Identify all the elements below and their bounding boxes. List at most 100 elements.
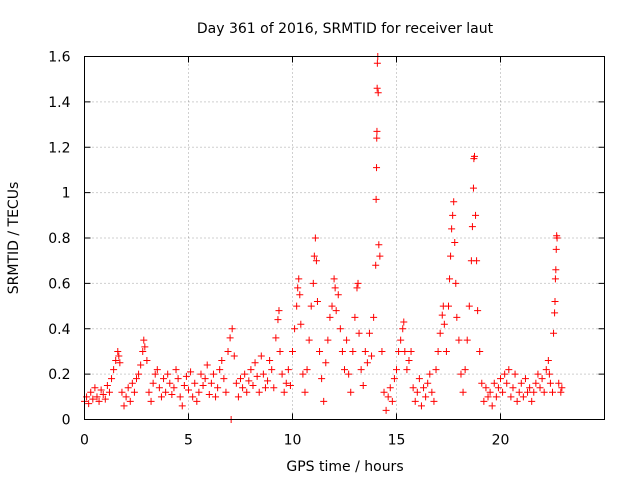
data-point (450, 198, 458, 206)
data-point (403, 366, 411, 374)
data-point (455, 336, 463, 344)
data-point (501, 370, 509, 378)
data-point (384, 393, 392, 401)
data-point (373, 127, 381, 135)
data-point (555, 379, 563, 387)
data-point (205, 391, 213, 399)
data-point (212, 393, 220, 401)
y-tick-label: 0.4 (48, 322, 70, 338)
data-point (135, 370, 143, 378)
data-point (482, 384, 490, 392)
data-point (226, 334, 234, 342)
data-point (471, 152, 478, 160)
data-point (370, 313, 378, 321)
data-point (180, 381, 188, 389)
data-point (139, 347, 147, 355)
data-point (336, 325, 344, 333)
data-point (197, 370, 205, 378)
data-point (115, 352, 123, 360)
data-point (259, 370, 267, 378)
data-point (310, 252, 318, 260)
data-point (114, 347, 122, 355)
data-point (463, 336, 471, 344)
data-point (270, 384, 278, 392)
data-point (157, 393, 165, 401)
data-point (459, 388, 467, 396)
data-point (453, 313, 461, 321)
data-point (201, 375, 209, 383)
data-point (185, 386, 192, 394)
data-point (303, 366, 311, 374)
data-point (415, 375, 423, 383)
data-point (160, 375, 168, 383)
data-point (545, 370, 553, 378)
y-tick-label: 0.8 (48, 231, 70, 247)
data-point (143, 357, 151, 365)
data-point (301, 388, 309, 396)
data-point (324, 336, 332, 344)
data-point (426, 370, 434, 378)
data-point (375, 241, 383, 249)
data-point (155, 384, 163, 392)
data-point (405, 357, 413, 365)
data-point (373, 59, 381, 67)
data-point (393, 366, 400, 374)
y-tick-label: 0.2 (48, 367, 70, 383)
data-point (299, 370, 307, 378)
data-point (490, 379, 498, 387)
data-point (133, 375, 140, 383)
data-point (461, 366, 469, 374)
data-point (249, 381, 257, 389)
data-point (316, 347, 324, 355)
data-point (214, 384, 222, 392)
data-point (247, 366, 255, 374)
data-point (355, 329, 363, 337)
data-point (411, 397, 419, 405)
data-point (338, 347, 346, 355)
data-point (549, 388, 556, 396)
data-point (550, 329, 558, 337)
x-tick-labels: 0 5 10 15 20 (80, 433, 509, 449)
data-point (141, 343, 149, 351)
data-point (95, 397, 103, 405)
data-point (234, 393, 242, 401)
data-point (293, 302, 301, 310)
data-point (380, 388, 388, 396)
data-point (224, 347, 232, 355)
data-point (199, 381, 207, 389)
data-point (189, 393, 197, 401)
data-point (448, 225, 456, 233)
data-point (347, 388, 355, 396)
data-point (266, 357, 274, 365)
data-point (182, 372, 190, 380)
data-point (513, 397, 521, 405)
data-point (451, 239, 459, 247)
data-point (373, 84, 381, 92)
data-point (428, 388, 436, 396)
data-point (209, 370, 217, 378)
data-point (372, 195, 380, 203)
data-point (430, 397, 438, 405)
data-point (544, 357, 552, 365)
data-point (373, 134, 381, 142)
data-point (532, 379, 540, 387)
data-point (284, 366, 292, 374)
data-point (521, 375, 529, 383)
data-point (440, 320, 448, 328)
data-point (447, 252, 455, 260)
data-point (322, 359, 330, 367)
data-point (499, 388, 507, 396)
data-point (330, 275, 338, 283)
data-point (268, 366, 276, 374)
data-point (241, 370, 249, 378)
data-point (478, 379, 486, 387)
data-point (363, 359, 371, 367)
data-point (361, 347, 369, 355)
data-point (353, 284, 361, 292)
data-point (558, 384, 566, 392)
data-point (334, 291, 342, 299)
data-point (494, 384, 502, 392)
data-point (295, 275, 303, 283)
data-point (101, 395, 109, 403)
data-point (445, 302, 452, 310)
